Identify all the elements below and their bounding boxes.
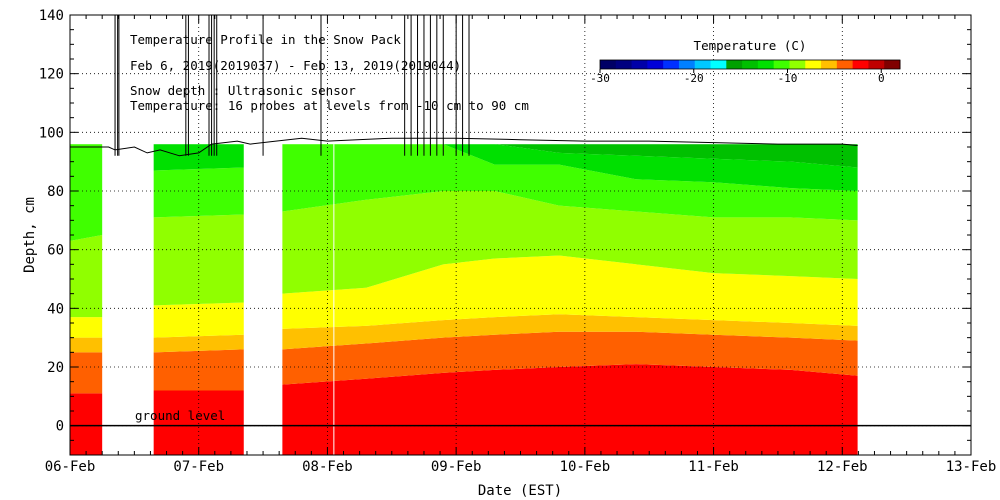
colorbar-swatch [805,60,822,69]
x-tick-label: 07-Feb [173,459,224,475]
colorbar-swatch [726,60,743,69]
y-tick-label: 40 [47,301,64,317]
x-axis-title: Date (EST) [478,483,562,499]
y-tick-label: 60 [47,243,64,259]
colorbar-swatch [852,60,869,69]
chart-title: Temperature Profile in the Snow Pack [130,32,401,47]
colorbar-swatch [678,60,696,69]
y-tick-label: 140 [39,8,64,24]
colorbar-swatch [773,60,790,69]
colorbar-swatch [710,60,727,69]
colorbar-swatch [647,60,664,69]
colorbar-swatch [757,60,775,69]
y-tick-label: 0 [56,419,64,435]
tick-layer: 06-Feb 07-Feb 08-Feb 09-Feb 10-Feb 11-Feb 12-F… [39,8,997,475]
snow-depth-line [70,137,858,157]
colorbar-swatch [868,60,885,69]
colorbar-swatch [742,60,759,69]
colorbar-tick-label: -30 [590,72,610,85]
colorbar-swatch [694,60,712,69]
y-tick-label: 100 [39,125,64,141]
x-tick-label: 12-Feb [817,459,868,475]
colorbar-swatch [884,60,901,69]
colorbar-tick-label: 0 [878,72,885,85]
ground-level-label: ground level [135,408,225,423]
colorbar-frame [599,59,901,70]
chart-subtitle: Feb 6, 2019(2019037) - Feb 13, 2019(2019… [130,58,461,73]
y-tick-label: 120 [39,67,64,83]
y-tick-label: 80 [47,184,64,200]
colorbar-swatch [836,60,854,69]
y-axis-title: Depth, cm [22,197,38,273]
colorbar-tick-label: -10 [778,72,798,85]
note-snow-depth: Snow depth : Ultrasonic sensor [130,83,356,98]
x-tick-label: 06-Feb [45,459,96,475]
x-tick-label: 13-Feb [946,459,997,475]
colorbar: Temperature (C) -30 -20 -10 0 [590,38,901,85]
note-temperature: Temperature: 16 probes at levels from -1… [130,98,529,113]
x-tick-label: 11-Feb [688,459,739,475]
grid-layer [70,15,971,455]
x-tick-label: 10-Feb [560,459,611,475]
colorbar-swatch [789,60,806,69]
colorbar-swatch [821,60,838,69]
x-tick-label: 09-Feb [431,459,482,475]
colorbar-swatch [600,60,617,69]
y-tick-label: 20 [47,360,64,376]
colorbar-swatch [663,60,680,69]
colorbar-swatch [631,60,648,69]
snow-depth-layer [70,15,858,157]
band--12-to-10 [70,144,858,191]
x-tick-label: 08-Feb [302,459,353,475]
band--14-to-12 [70,144,858,168]
colorbar-tick-label: -20 [684,72,704,85]
colorbar-swatch [615,60,633,69]
colorbar-title: Temperature (C) [694,38,807,53]
